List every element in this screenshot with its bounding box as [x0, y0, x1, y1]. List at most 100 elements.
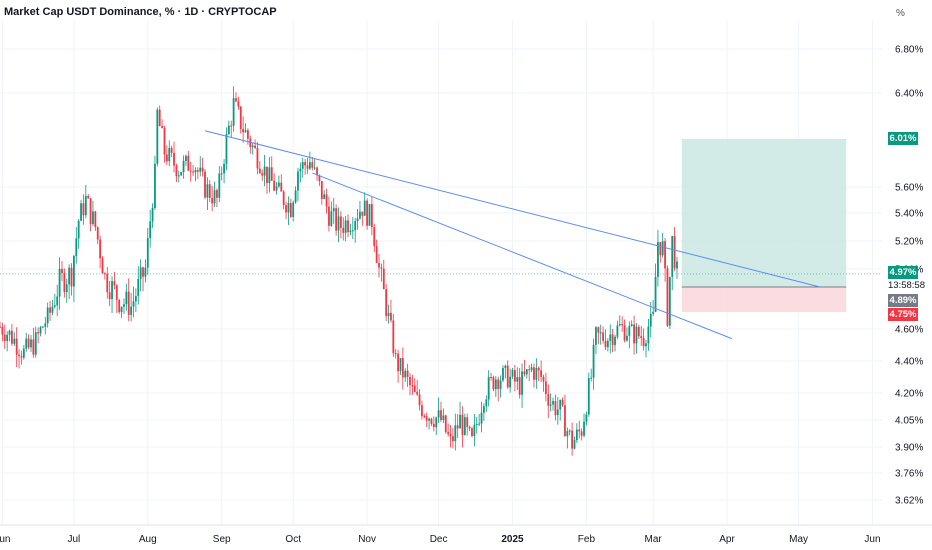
candle-body	[211, 197, 214, 204]
candle-body	[108, 292, 111, 300]
candle-body	[673, 235, 676, 269]
candle-body	[96, 227, 99, 240]
candle-body	[256, 147, 259, 169]
candle-body	[423, 416, 426, 418]
candle-body	[106, 273, 109, 293]
candle-body	[556, 409, 559, 416]
candle-body	[480, 412, 483, 424]
candle-body	[676, 261, 678, 269]
candle-body	[671, 235, 674, 277]
candle-body	[654, 276, 657, 312]
candle-body	[237, 101, 240, 107]
candle-body	[359, 211, 361, 219]
candle-body	[621, 324, 624, 326]
scale-percent-toggle[interactable]: %	[896, 8, 905, 19]
candle-body	[575, 429, 578, 441]
candle-body	[537, 367, 540, 371]
candle-body	[351, 230, 354, 232]
candle-body	[196, 170, 199, 172]
candle-body	[461, 414, 464, 435]
countdown-tag: 13:58:58	[888, 279, 925, 292]
candle-body	[13, 338, 16, 344]
y-tick-label: 5.60%	[895, 183, 923, 194]
candle-body	[645, 343, 647, 347]
candle-body	[668, 276, 671, 326]
candle-body	[335, 208, 338, 231]
x-tick-label: Jun	[0, 534, 10, 545]
stop-zone	[681, 287, 847, 312]
candle-body	[84, 195, 87, 216]
candle-body	[239, 106, 242, 129]
candle-body	[266, 166, 268, 184]
candle-body	[151, 208, 154, 222]
candle-body	[244, 130, 247, 133]
candle-body	[318, 175, 321, 182]
candle-body	[661, 241, 664, 256]
candle-body	[478, 423, 481, 425]
y-tick-label: 3.76%	[895, 469, 923, 480]
candle-body	[394, 353, 397, 355]
candle-body	[521, 371, 523, 395]
candle-body	[42, 326, 44, 328]
candle-body	[123, 304, 125, 307]
candle-series	[0, 86, 678, 456]
candle-body	[421, 405, 423, 417]
x-tick-label: May	[789, 534, 808, 545]
candle-body	[258, 168, 261, 174]
candle-body	[289, 203, 292, 217]
x-tick-label: Apr	[719, 534, 735, 545]
candle-body	[471, 428, 473, 436]
candle-body	[456, 425, 459, 429]
candle-body	[430, 418, 433, 424]
candle-body	[602, 332, 604, 341]
candle-body	[497, 379, 500, 389]
candle-body	[311, 162, 314, 168]
candle-body	[540, 370, 543, 377]
x-tick-label: Oct	[285, 534, 301, 545]
candle-body	[261, 173, 264, 176]
candle-body	[22, 348, 25, 358]
candle-body	[652, 311, 655, 314]
candle-body	[606, 340, 609, 348]
candle-body	[559, 399, 562, 410]
trendlines	[204, 130, 821, 340]
candle-body	[568, 430, 571, 432]
candle-body	[139, 267, 142, 279]
candle-body	[280, 182, 283, 192]
candle-body	[614, 336, 616, 346]
candle-body	[378, 262, 380, 268]
candle-body	[511, 370, 514, 377]
candle-body	[642, 337, 645, 347]
candle-body	[103, 273, 106, 275]
candle-body	[442, 415, 445, 420]
candle-body	[287, 203, 290, 213]
y-tick-label: 5.40%	[895, 209, 923, 220]
x-tick-label: Nov	[358, 534, 376, 545]
candle-body	[390, 312, 392, 321]
candle-body	[37, 332, 40, 334]
candle-body	[1, 326, 4, 335]
candle-body	[387, 312, 390, 317]
candle-body	[6, 334, 9, 342]
target-zone	[681, 139, 847, 287]
candle-body	[347, 220, 349, 233]
candle-body	[216, 190, 218, 198]
candle-body	[413, 385, 416, 392]
candle-body	[399, 358, 402, 372]
chart-title: Market Cap USDT Dominance, % · 1D · CRYP…	[4, 6, 277, 18]
candle-body	[63, 273, 66, 293]
candle-body	[361, 211, 364, 216]
candle-body	[585, 414, 588, 422]
candle-body	[435, 417, 438, 428]
candle-body	[285, 205, 287, 213]
candle-body	[554, 401, 557, 416]
position-zones	[0, 139, 882, 312]
candle-body	[440, 410, 442, 420]
candle-body	[53, 305, 56, 307]
candle-body	[111, 281, 113, 300]
candle-body	[459, 414, 461, 429]
candle-body	[204, 171, 206, 198]
candle-body	[571, 430, 574, 449]
candle-body	[382, 268, 385, 290]
